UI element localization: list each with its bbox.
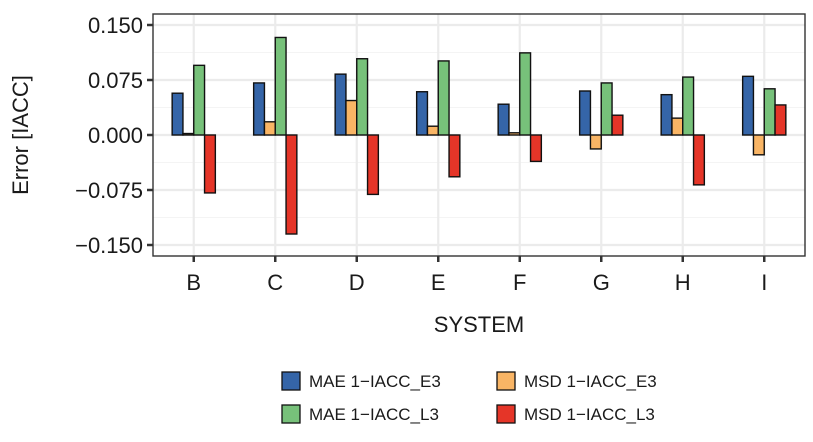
bar-i-series-2: [752, 134, 765, 156]
legend-swatch: [496, 404, 516, 424]
y-tick-label: −0.150: [75, 233, 143, 258]
legend-item: MAE 1−IACC_E3: [281, 371, 441, 391]
x-tick-label: E: [431, 270, 446, 295]
legend-swatch: [281, 404, 301, 424]
bar-d-series-2: [345, 99, 358, 136]
bar-c-series-3: [274, 36, 287, 136]
x-tick-label: D: [349, 270, 365, 295]
bar-g-series-3: [600, 82, 613, 136]
legend-label: MAE 1−IACC_E3: [309, 372, 441, 391]
bar-h-series-1: [660, 93, 673, 136]
bar-e-series-3: [437, 60, 450, 136]
x-tick-label: C: [267, 270, 283, 295]
y-tick-label: 0.150: [88, 13, 143, 38]
y-tick-label: 0.000: [88, 123, 143, 148]
bar-b-series-2: [182, 132, 195, 136]
x-tick-label: H: [675, 270, 691, 295]
legend-label: MAE 1−IACC_L3: [309, 405, 439, 424]
bar-h-series-2: [671, 117, 684, 136]
bar-d-series-1: [334, 73, 347, 136]
x-axis-title: SYSTEM: [434, 312, 524, 337]
bar-e-series-4: [448, 134, 461, 178]
x-tick-label: B: [186, 270, 201, 295]
x-tick-label: I: [761, 270, 767, 295]
bar-f-series-4: [529, 134, 543, 163]
y-tick-label: −0.075: [75, 178, 143, 203]
x-tick-label: F: [513, 270, 526, 295]
bar-b-series-1: [171, 92, 184, 136]
bar-i-series-4: [774, 104, 787, 136]
bar-g-series-1: [578, 90, 592, 136]
legend-swatch: [496, 371, 516, 391]
bar-d-series-4: [366, 134, 380, 196]
legend-item: MAE 1−IACC_L3: [281, 404, 439, 424]
bar-b-series-3: [193, 64, 206, 136]
legend-item: MSD 1−IACC_E3: [496, 371, 657, 391]
legend-label: MSD 1−IACC_L3: [524, 405, 655, 424]
bar-c-series-4: [285, 134, 298, 235]
y-axis-title: Error [IACC]: [8, 75, 33, 195]
grid-lines: [153, 14, 805, 256]
bar-f-series-1: [497, 103, 510, 136]
bar-f-series-3: [519, 52, 532, 136]
bar-c-series-2: [263, 121, 276, 136]
axes: 0.150 0.075 0.000 −0.075 −0.150 B C D E F G H I: [75, 13, 767, 295]
legend-label: MSD 1−IACC_E3: [524, 372, 657, 391]
bar-e-series-1: [415, 91, 429, 136]
bar-i-series-1: [741, 75, 755, 136]
legend-swatch: [281, 371, 301, 391]
bar-i-series-3: [763, 88, 776, 136]
legend-item: MSD 1−IACC_L3: [496, 404, 655, 424]
x-tick-label: G: [593, 270, 610, 295]
bar-c-series-1: [252, 82, 266, 136]
bar-e-series-2: [426, 125, 439, 136]
bar-g-series-4: [611, 114, 624, 136]
bar-d-series-3: [356, 58, 369, 136]
legend: MAE 1−IACC_E3 MSD 1−IACC_E3 MAE 1−IACC_L3 M…: [281, 371, 657, 424]
bar-b-series-4: [203, 134, 217, 194]
bar-f-series-2: [508, 132, 521, 136]
y-tick-label: 0.075: [88, 68, 143, 93]
bars: [171, 36, 787, 235]
bar-h-series-3: [682, 76, 695, 136]
bar-g-series-2: [589, 134, 602, 150]
bar-h-series-4: [692, 134, 706, 186]
